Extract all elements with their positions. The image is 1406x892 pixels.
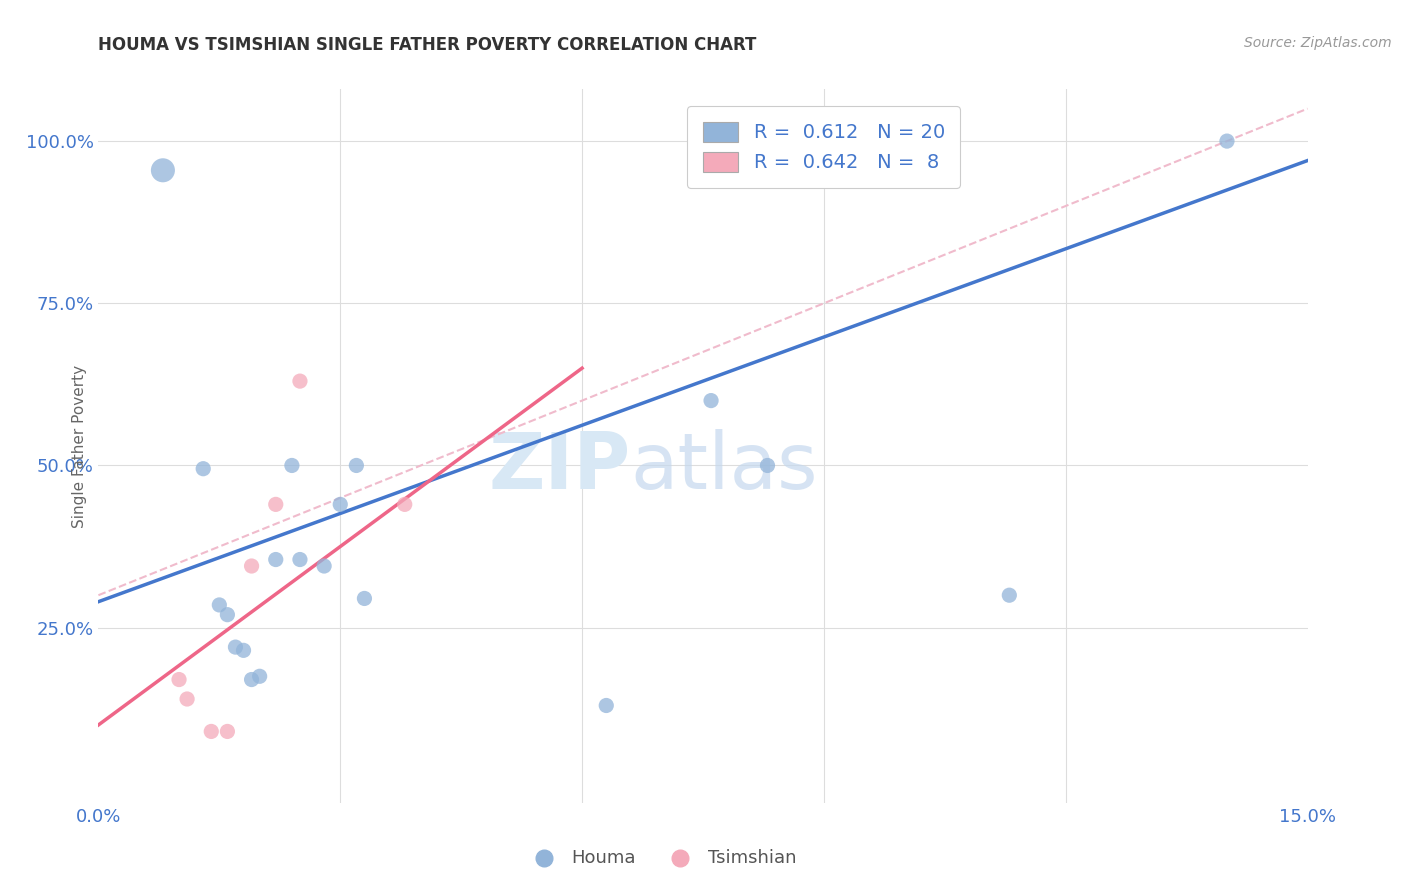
Point [314,559,336,574]
Point [264,552,287,566]
Point [595,698,617,713]
Point [240,559,263,574]
Point [756,458,779,473]
Point [394,497,416,511]
Text: Source: ZipAtlas.com: Source: ZipAtlas.com [1244,36,1392,50]
Y-axis label: Single Father Poverty: Single Father Poverty [72,365,87,527]
Point [167,673,190,687]
Point [344,458,367,473]
Point [176,692,198,706]
Point [232,643,254,657]
Point [700,393,723,408]
Point [152,163,174,178]
Legend: Houma, Tsimshian: Houma, Tsimshian [519,842,803,874]
Point [217,607,239,622]
Point [288,374,311,388]
Text: HOUMA VS TSIMSHIAN SINGLE FATHER POVERTY CORRELATION CHART: HOUMA VS TSIMSHIAN SINGLE FATHER POVERTY… [98,36,756,54]
Point [200,724,222,739]
Point [264,497,287,511]
Text: ZIP: ZIP [488,429,630,506]
Point [288,552,311,566]
Point [249,669,271,683]
Point [998,588,1021,602]
Point [353,591,375,606]
Point [224,640,246,654]
Point [240,673,263,687]
Legend: R =  0.612   N = 20, R =  0.642   N =  8: R = 0.612 N = 20, R = 0.642 N = 8 [688,106,960,188]
Point [193,461,215,475]
Point [217,724,239,739]
Point [281,458,304,473]
Point [329,497,352,511]
Point [1216,134,1239,148]
Point [208,598,231,612]
Text: atlas: atlas [630,429,818,506]
